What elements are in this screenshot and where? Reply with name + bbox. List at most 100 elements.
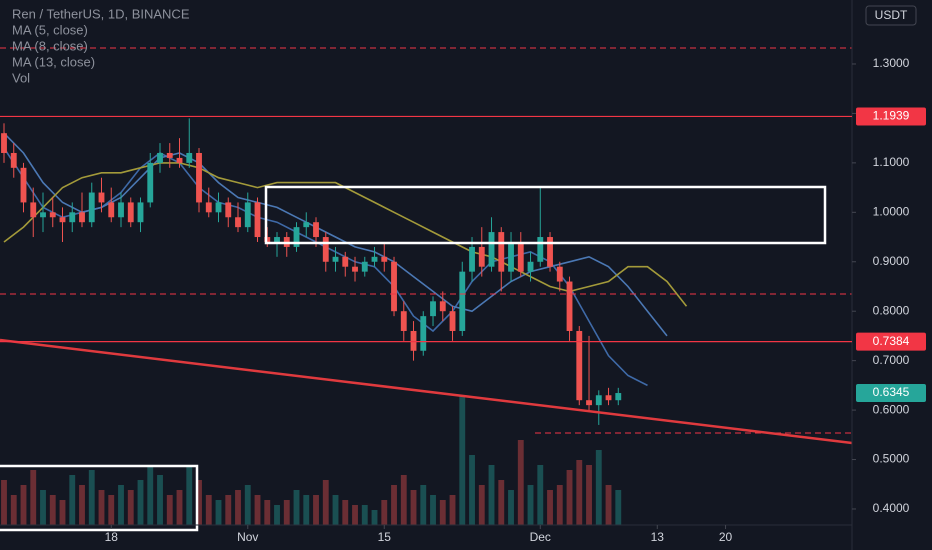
x-tick-label: 18 [105, 530, 119, 544]
candle-body [556, 266, 563, 282]
y-tick-label: 0.5000 [873, 452, 910, 466]
volume-bar [59, 500, 66, 525]
volume-bar [400, 475, 407, 525]
candle-body [605, 395, 612, 401]
volume-bar [391, 485, 397, 525]
volume-bar [137, 480, 144, 525]
candle-body [157, 152, 163, 163]
y-tick-label: 1.0000 [873, 204, 910, 218]
candle-body [430, 301, 436, 317]
candle-body [30, 202, 37, 218]
candle-body [254, 202, 261, 238]
candle-body [488, 232, 495, 267]
volume-bar [430, 495, 436, 525]
candle-body [566, 281, 573, 331]
candle-body [576, 330, 583, 401]
volume-bar [293, 490, 300, 525]
volume-bar [537, 465, 544, 525]
candle-body [391, 261, 397, 312]
volume-bar [508, 490, 514, 525]
volume-bar [88, 470, 95, 525]
price-tag [856, 332, 926, 351]
y-tick-label: 1.1000 [873, 155, 910, 169]
candle-body [69, 212, 76, 223]
candle-body [147, 162, 154, 203]
candle-body [381, 256, 388, 262]
candle-body [10, 152, 17, 168]
volume-bar [488, 465, 495, 525]
candle-body [342, 256, 349, 267]
candle-body [118, 202, 124, 218]
volume-bar [225, 495, 232, 525]
volume-bar [556, 485, 563, 525]
volume-bar [371, 510, 378, 525]
volume-bar [79, 485, 85, 525]
volume-bar [313, 495, 319, 525]
candle-body [225, 202, 232, 218]
volume-bar [420, 485, 427, 525]
volume-bar [469, 455, 475, 525]
trend-line [0, 338, 853, 445]
currency-button[interactable] [865, 5, 917, 26]
candle-body [322, 237, 329, 262]
x-tick-label: 13 [651, 530, 665, 544]
volume-bar [439, 500, 446, 525]
candle-body [49, 212, 56, 218]
candle-body [127, 202, 134, 223]
candle-body [595, 395, 602, 406]
zone-box [264, 185, 827, 245]
volume-bar [605, 485, 612, 525]
candle-body [235, 217, 241, 228]
volume-bar [215, 500, 222, 525]
volume-bar [127, 490, 134, 525]
volume-bar [108, 495, 115, 525]
volume-bar [449, 495, 456, 525]
volume-bar [157, 475, 163, 525]
candle-body [264, 237, 271, 242]
candle-body [1, 133, 7, 153]
candle-body [400, 311, 407, 331]
volume-bar [1, 480, 7, 525]
candle-body [459, 271, 466, 331]
volume-bar [352, 505, 358, 525]
legend-entry: MA (13, close) [12, 54, 95, 69]
volume-bar [205, 495, 212, 525]
volume-bar [547, 490, 553, 525]
legend-entry: MA (5, close) [12, 22, 88, 37]
candle-body [508, 241, 514, 272]
y-tick-label: 0.4000 [873, 501, 910, 515]
volume-bar [69, 475, 76, 525]
volume-bar [322, 480, 329, 525]
candle-body [196, 152, 202, 203]
candle-body [186, 152, 193, 163]
candle-body [215, 202, 222, 213]
candle-body [108, 202, 115, 218]
volume-bar [576, 460, 583, 525]
volume-bar [459, 395, 466, 525]
candle-body [20, 167, 27, 203]
candle-body [98, 192, 105, 203]
candle-body [88, 192, 95, 223]
candle-body [547, 237, 553, 267]
currency-label[interactable]: USDT [875, 8, 908, 22]
candle-body [615, 393, 622, 401]
volume-bar [342, 500, 349, 525]
volume-bar [147, 465, 154, 525]
candle-body [517, 241, 524, 272]
candle-body [313, 222, 319, 238]
y-tick-label: 0.9000 [873, 254, 910, 268]
volume-bar [527, 485, 534, 525]
volume-bar [410, 490, 417, 525]
volume-bar [566, 470, 573, 525]
volume-bar [517, 440, 524, 525]
candle-body [176, 157, 183, 163]
volume-bar [244, 485, 251, 525]
volume-bar [478, 485, 485, 525]
legend-entry: MA (8, close) [12, 38, 88, 53]
volume-bar [20, 485, 27, 525]
candle-body [274, 237, 280, 242]
candle-body [137, 202, 144, 223]
candle-body [478, 246, 485, 267]
volume-bar [381, 500, 388, 525]
volume-bar [235, 490, 241, 525]
